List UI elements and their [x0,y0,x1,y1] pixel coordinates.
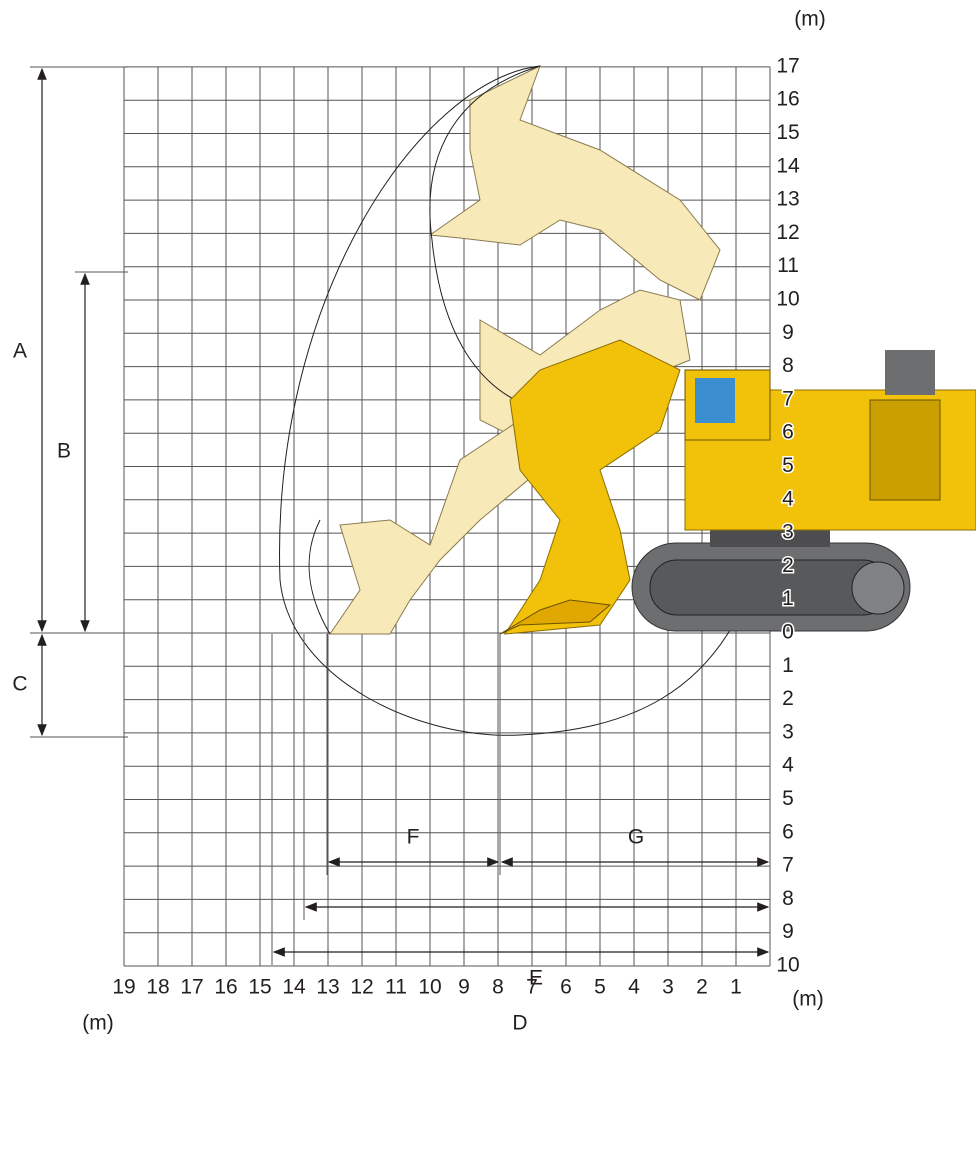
x-label: 10 [418,976,441,999]
x-label: 16 [214,976,237,999]
y-label: 7 [782,854,794,877]
y-label: 10 [776,954,799,977]
y-label: 2 [782,554,794,577]
y-label: 17 [776,54,799,77]
x-label: 15 [248,976,271,999]
x-label: 11 [385,976,407,999]
y-unit: (m) [794,8,825,31]
y-label: 9 [782,321,794,344]
x-label: 12 [350,976,373,999]
x-label: 13 [316,976,339,999]
dimension-label: G [628,826,644,849]
x-label: 19 [112,976,135,999]
y-label: 15 [776,121,799,144]
y-label: 16 [776,88,799,111]
dimension-lines [30,66,771,965]
x-label: 18 [146,976,169,999]
y-label: 2 [782,687,794,710]
x-label: 6 [560,976,572,999]
y-label: 10 [776,288,799,311]
x-label: 4 [628,976,640,999]
y-label: 0 [782,621,794,644]
y-label: 13 [776,188,799,211]
dimension-label: C [12,673,27,696]
x-label: 8 [492,976,504,999]
y-label: 14 [776,154,800,177]
x-label: 17 [180,976,203,999]
x-label: 3 [662,976,674,999]
x-label: 5 [594,976,606,999]
y-label: 7 [782,387,794,410]
y-label: 5 [782,454,794,477]
x-label: 1 [730,976,742,999]
dimension-label: E [529,967,543,990]
y-label: 1 [782,654,794,677]
x-label: 9 [458,976,470,999]
axis-labels: 19 18 17 16 15 14 13 12 11 10 9 8 7 6 5 4 3 2 117161514131… [112,53,801,999]
x-unit: (m) [82,1012,113,1035]
y-label: 8 [782,354,794,377]
working-range-curves [279,65,761,736]
y-label: 6 [782,820,794,843]
y-label: 8 [782,887,794,910]
y-label: 4 [782,754,794,777]
y-label: 1 [782,587,794,610]
x-label: 14 [282,976,306,999]
y-label: 3 [782,720,794,743]
y-label: 12 [776,221,799,244]
y-label: 9 [782,920,794,943]
x-label: 2 [696,976,708,999]
dimension-label: B [57,440,71,463]
y-label: 11 [777,254,799,277]
excavator [499,339,976,635]
y-label: 4 [782,487,794,510]
y-label: 6 [782,421,794,444]
dimension-label: A [13,340,27,363]
y-label: 5 [782,787,794,810]
x-label: 7 [526,976,538,999]
x-unit: (m) [792,988,823,1011]
y-label: 3 [782,521,794,544]
dimension-label: F [407,826,420,849]
dimension-label: D [512,1012,527,1035]
